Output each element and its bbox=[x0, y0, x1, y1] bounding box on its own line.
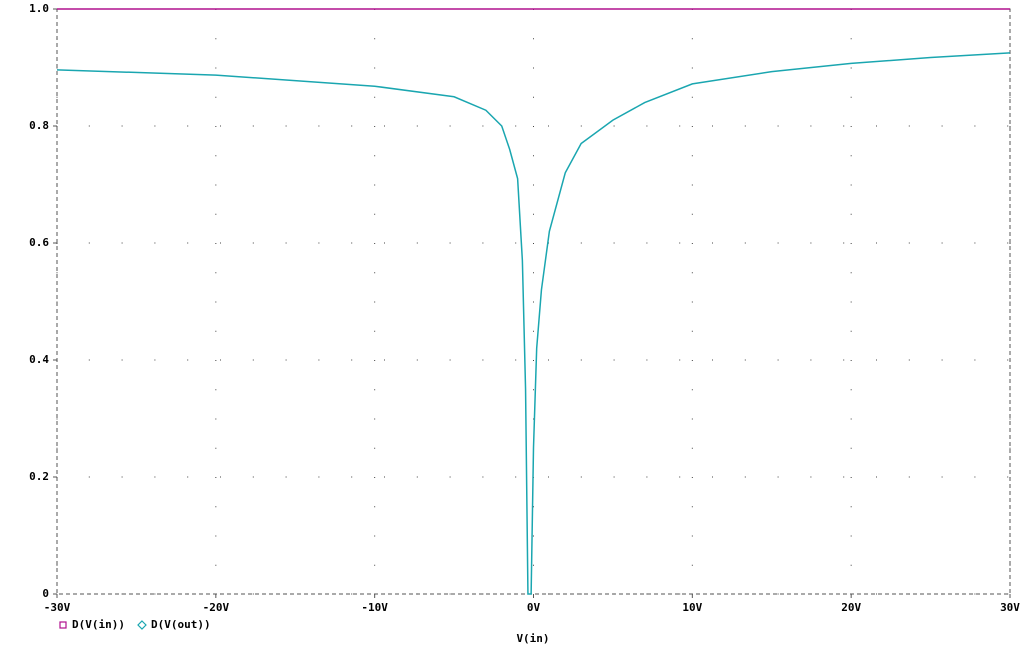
legend-label: D(V(in)) bbox=[72, 618, 125, 631]
x-tick-label: 20V bbox=[841, 601, 861, 614]
y-tick-label: 0 bbox=[42, 587, 49, 600]
y-tick-label: 0.4 bbox=[29, 353, 49, 366]
x-axis-label: V(in) bbox=[516, 632, 549, 645]
x-tick-label: -30V bbox=[44, 601, 71, 614]
legend-marker bbox=[59, 621, 67, 629]
x-tick-label: 0V bbox=[527, 601, 541, 614]
y-tick-label: 0.2 bbox=[29, 470, 49, 483]
series-line bbox=[56, 52, 1011, 595]
legend-marker bbox=[137, 620, 147, 630]
legend-label: D(V(out)) bbox=[151, 618, 211, 631]
y-tick-label: 0.8 bbox=[29, 119, 49, 132]
x-tick-label: -20V bbox=[203, 601, 230, 614]
y-tick-label: 1.0 bbox=[29, 2, 49, 15]
y-tick-label: 0.6 bbox=[29, 236, 49, 249]
x-tick-label: -10V bbox=[361, 601, 388, 614]
x-tick-label: 30V bbox=[1000, 601, 1020, 614]
x-tick-label: 10V bbox=[682, 601, 702, 614]
